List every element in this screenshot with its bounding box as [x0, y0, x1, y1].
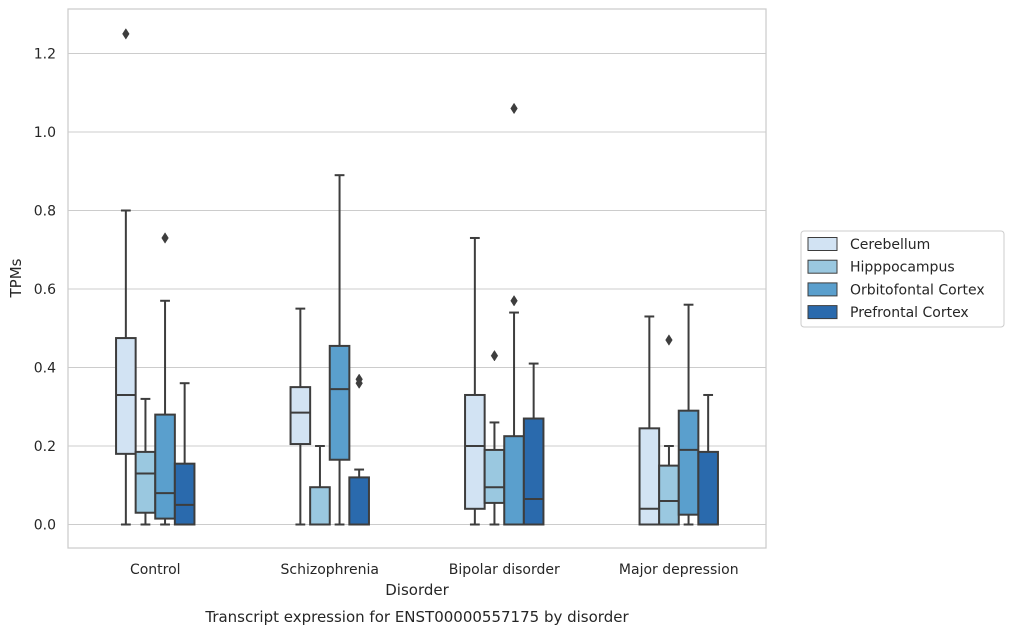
y-axis-ticks: 0.0 0.2 0.4 0.6 0.8 1.0 1.2	[34, 47, 56, 534]
plot-frame	[67, 8, 767, 549]
outlier-point	[161, 232, 169, 244]
box-plot	[154, 232, 176, 526]
box-body	[677, 409, 700, 516]
y-tick-label: 0.8	[34, 204, 56, 220]
y-tick-label: 0.2	[34, 439, 56, 455]
box-plot	[289, 307, 312, 526]
box-plots	[115, 28, 719, 526]
x-tick-label: Major depression	[619, 562, 739, 578]
box-plot	[483, 350, 506, 526]
box-body	[697, 450, 719, 526]
legend-label: Orbitofontal Cortex	[850, 282, 985, 298]
y-tick-label: 0.4	[34, 361, 56, 377]
legend-label: Prefrontal Cortex	[850, 305, 969, 321]
x-tick-label: Control	[130, 562, 181, 578]
box-plot	[173, 382, 196, 526]
legend-swatch	[807, 282, 838, 297]
box-body	[348, 476, 370, 526]
outlier-point	[122, 28, 130, 40]
box-body	[522, 417, 545, 526]
legend-swatch	[807, 305, 838, 320]
box-plot	[503, 102, 525, 526]
box-plot	[677, 303, 700, 526]
y-tick-label: 0.6	[34, 282, 56, 298]
box-body	[289, 386, 312, 446]
x-axis-ticks: Control Schizophrenia Bipolar disorder Majo…	[130, 562, 739, 578]
x-tick-label: Schizophrenia	[281, 562, 379, 578]
box-plot	[697, 393, 719, 526]
box-plot	[658, 334, 680, 526]
outlier-point	[355, 373, 363, 385]
outlier-point	[510, 102, 518, 115]
box-body	[658, 464, 680, 526]
legend-label: Hipppocampus	[850, 260, 955, 276]
legend-label: Cerebellum	[850, 237, 930, 253]
outlier-point	[490, 350, 499, 362]
box-plot	[309, 445, 331, 526]
chart-title: Transcript expression for ENST0000055717…	[204, 608, 629, 626]
box-body	[154, 413, 176, 520]
box-body	[173, 462, 196, 526]
box-body	[464, 393, 486, 510]
y-axis-title: TPMs	[7, 258, 25, 298]
box-body	[483, 448, 506, 504]
box-body	[328, 344, 351, 461]
box-plot	[115, 28, 137, 526]
box-body	[503, 435, 525, 526]
x-tick-label: Bipolar disorder	[449, 562, 560, 578]
box-plot	[134, 397, 157, 526]
legend-frame	[800, 230, 1005, 328]
legend-swatch	[807, 259, 838, 274]
box-plot	[522, 362, 545, 526]
legend: Cerebellum Hipppocampus Orbitofontal Corte…	[800, 230, 1005, 328]
outlier-point	[510, 295, 518, 307]
y-tick-label: 1.0	[34, 125, 56, 141]
box-plot	[464, 236, 486, 526]
y-tick-label: 1.2	[34, 47, 56, 63]
box-body	[638, 427, 661, 526]
box-plot	[638, 315, 661, 526]
y-tick-label: 0.0	[34, 518, 56, 534]
box-body	[309, 486, 331, 526]
box-plot	[348, 373, 370, 526]
outlier-point	[665, 334, 673, 346]
box-plot	[328, 174, 351, 526]
box-body	[134, 450, 157, 514]
legend-swatch	[807, 237, 838, 251]
x-axis-title: Disorder	[385, 581, 449, 599]
